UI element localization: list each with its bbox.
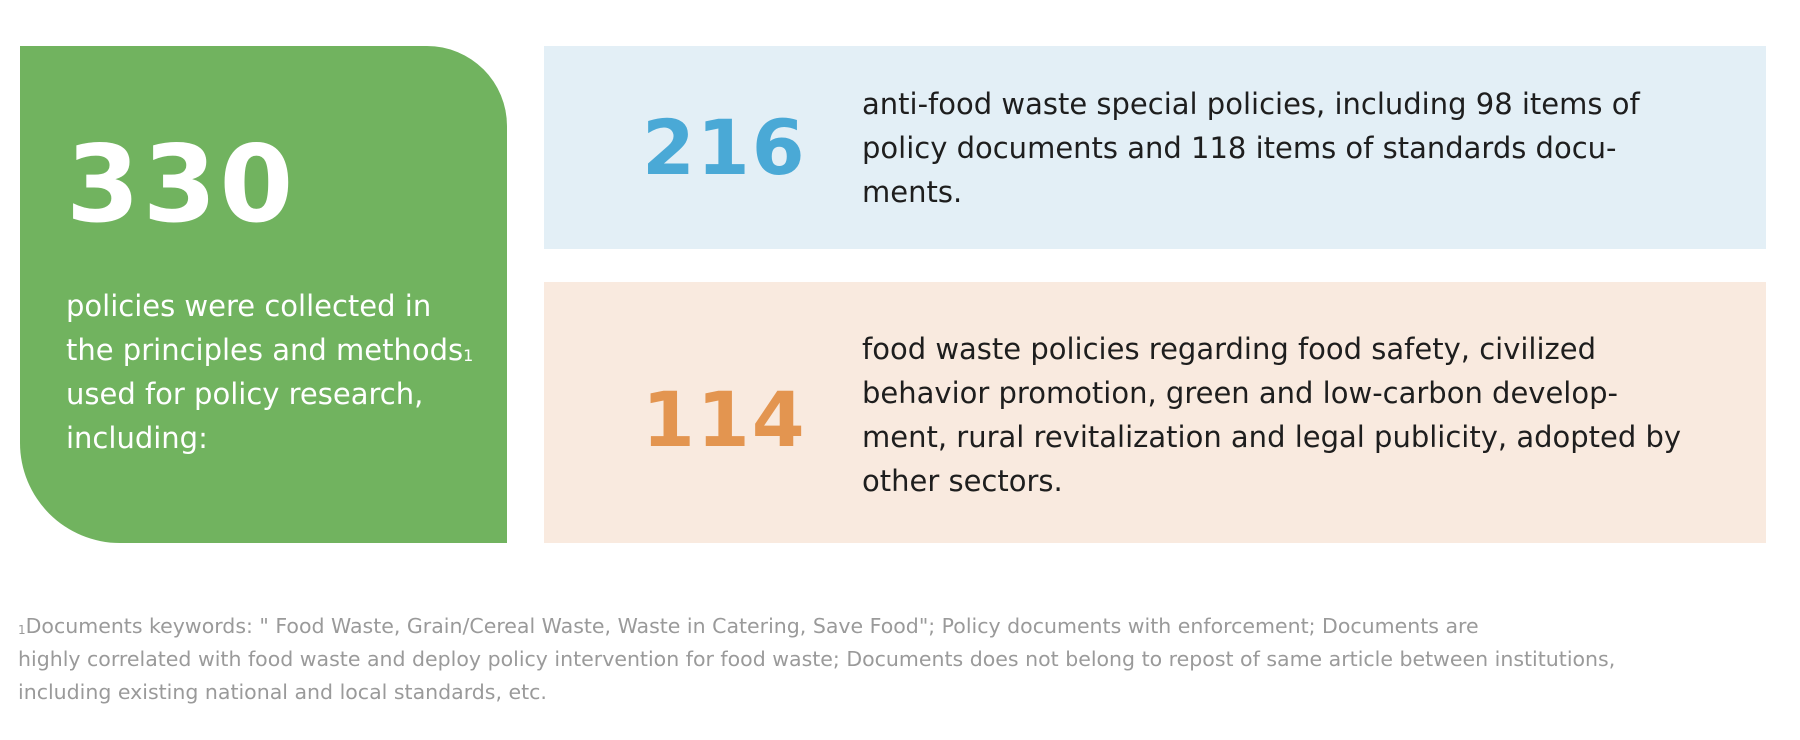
panel-desc-line: ment, rural revitalization and legal pub…	[862, 420, 1682, 454]
special-policies-number: 216	[642, 103, 807, 192]
panel-desc-line: policy documents and 118 items of standa…	[862, 131, 1617, 165]
panel-desc-line: other sectors.	[862, 464, 1063, 498]
footnote-marker: 1	[18, 623, 26, 637]
panel-desc-line: food waste policies regarding food safet…	[862, 332, 1597, 366]
other-sector-policies-number: 114	[642, 375, 807, 464]
panel-desc-line: anti-food waste special policies, includ…	[862, 87, 1640, 121]
special-policies-panel: 216 anti-food waste special policies, in…	[544, 46, 1766, 249]
special-policies-description: anti-food waste special policies, includ…	[862, 82, 1722, 214]
panel-desc-line: behavior promotion, green and low-carbon…	[862, 376, 1618, 410]
other-sector-policies-description: food waste policies regarding food safet…	[862, 327, 1722, 503]
total-policies-number: 330	[66, 123, 297, 246]
footnote-line: highly correlated with food waste and de…	[18, 647, 1616, 671]
footnote-line: including existing national and local st…	[18, 680, 547, 704]
total-desc-line: policies were collected in	[66, 289, 432, 323]
footnote: 1Documents keywords: " Food Waste, Grain…	[18, 610, 1758, 709]
total-desc-line: including:	[66, 421, 208, 455]
panel-desc-line: ments.	[862, 175, 963, 209]
total-policies-card: 330 policies were collected in the princ…	[20, 46, 507, 543]
footnote-text: Documents keywords: " Food Waste, Grain/…	[25, 614, 1479, 638]
total-desc-line: the principles and methods	[66, 333, 464, 367]
other-sector-policies-panel: 114 food waste policies regarding food s…	[544, 282, 1766, 543]
total-desc-line: used for policy research,	[66, 377, 424, 411]
footnote-line: 1Documents keywords: " Food Waste, Grain…	[18, 610, 1758, 643]
total-policies-description: policies were collected in the principle…	[66, 284, 486, 460]
footnote-reference: 1	[463, 346, 474, 365]
